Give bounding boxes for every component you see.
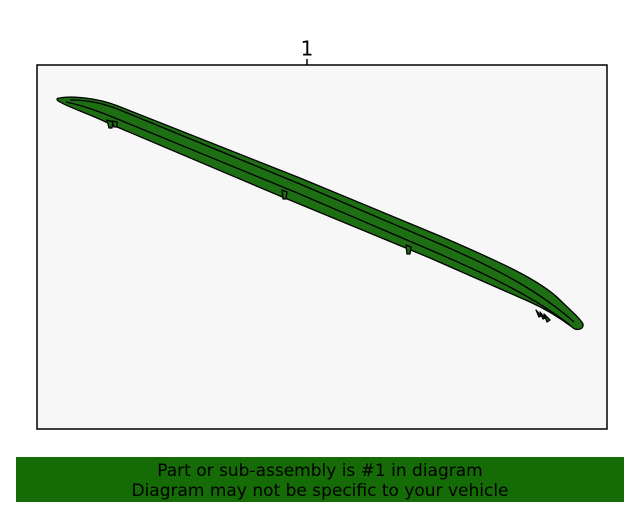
callout-label[interactable]: 1 [301, 37, 314, 61]
roof-rail [56, 96, 584, 331]
banner-line: Part or sub-assembly is #1 in diagram [157, 461, 482, 481]
info-banner [16, 457, 624, 502]
banner-line: Diagram may not be specific to your vehi… [131, 481, 508, 501]
